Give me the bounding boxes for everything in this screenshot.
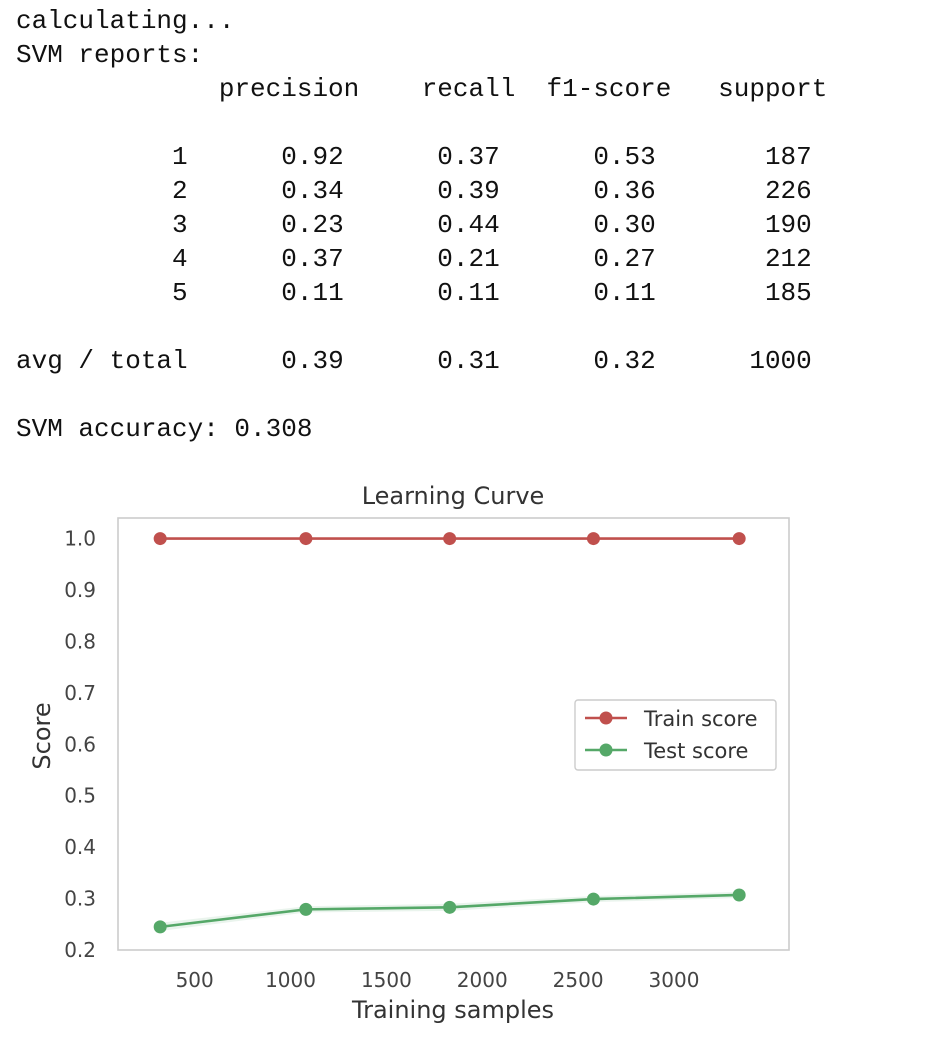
recall-cell: 0.21 xyxy=(343,244,500,274)
recall-cell: 0.39 xyxy=(343,176,500,206)
column-header: precision xyxy=(218,74,360,104)
column-header: support xyxy=(671,74,828,104)
support-cell: 185 xyxy=(655,278,812,308)
chart-title: Learning Curve xyxy=(362,482,545,510)
status-line: calculating... xyxy=(16,6,235,36)
y-tick-label: 1.0 xyxy=(64,527,96,551)
report-row: 4 0.37 0.21 0.27 212 xyxy=(16,244,812,274)
x-tick-label: 2000 xyxy=(457,968,508,992)
y-tick-label: 0.4 xyxy=(64,835,96,859)
f1-cell: 0.53 xyxy=(499,142,656,172)
data-point xyxy=(732,888,746,902)
legend: Train score Test score xyxy=(574,699,777,771)
row-label: 4 xyxy=(16,244,188,274)
accuracy-line: SVM accuracy: 0.308 xyxy=(16,414,313,444)
data-point xyxy=(299,532,313,546)
learning-curve-svg: Learning Curve 0.2 0.3 0.4 0.5 0.6 0.7 0.8 0.9 1… xyxy=(28,482,790,1024)
precision-cell: 0.92 xyxy=(187,142,344,172)
data-point xyxy=(586,532,600,546)
data-point xyxy=(443,900,457,914)
report-header-row: precision recall f1-score support xyxy=(16,74,828,104)
y-tick-label: 0.6 xyxy=(64,732,96,756)
f1-cell: 0.11 xyxy=(499,278,656,308)
x-tick-label: 2500 xyxy=(553,968,604,992)
x-tick-label: 1500 xyxy=(361,968,412,992)
support-cell: 212 xyxy=(655,244,812,274)
x-tick-label: 500 xyxy=(176,968,214,992)
support-cell: 226 xyxy=(655,176,812,206)
support-cell: 190 xyxy=(655,210,812,240)
recall-cell: 0.44 xyxy=(343,210,500,240)
report-row: 5 0.11 0.11 0.11 185 xyxy=(16,278,812,308)
legend-swatch-marker xyxy=(599,711,613,725)
precision-cell: 0.39 xyxy=(187,346,344,376)
legend-label: Test score xyxy=(643,739,748,763)
y-tick-label: 0.8 xyxy=(64,629,96,653)
report-row: 1 0.92 0.37 0.53 187 xyxy=(16,142,812,172)
data-point xyxy=(153,532,167,546)
precision-cell: 0.37 xyxy=(187,244,344,274)
f1-cell: 0.32 xyxy=(499,346,656,376)
support-cell: 187 xyxy=(655,142,812,172)
recall-cell: 0.11 xyxy=(343,278,500,308)
row-label: 5 xyxy=(16,278,188,308)
column-header: f1-score xyxy=(515,74,672,104)
x-tick-label: 3000 xyxy=(649,968,700,992)
data-point xyxy=(299,902,313,916)
learning-curve-chart: Learning Curve 0.2 0.3 0.4 0.5 0.6 0.7 0.8 0.9 1… xyxy=(0,470,944,1052)
y-axis-ticks: 0.2 0.3 0.4 0.5 0.6 0.7 0.8 0.9 1.0 xyxy=(64,527,96,962)
series-layer xyxy=(153,532,746,934)
report-row: 2 0.34 0.39 0.36 226 xyxy=(16,176,812,206)
f1-cell: 0.27 xyxy=(499,244,656,274)
x-tick-label: 1000 xyxy=(265,968,316,992)
legend-swatch-marker xyxy=(599,743,613,757)
legend-label: Train score xyxy=(643,707,758,731)
recall-cell: 0.37 xyxy=(343,142,500,172)
y-tick-label: 0.2 xyxy=(64,938,96,962)
precision-cell: 0.34 xyxy=(187,176,344,206)
support-cell: 1000 xyxy=(655,346,812,376)
precision-cell: 0.23 xyxy=(187,210,344,240)
report-total-row: avg / total 0.39 0.31 0.32 1000 xyxy=(16,346,812,376)
report-table: precision recall f1-score support 1 0.92… xyxy=(16,74,827,444)
y-axis-label: Score xyxy=(28,702,56,769)
row-label: 1 xyxy=(16,142,188,172)
precision-cell: 0.11 xyxy=(187,278,344,308)
data-point xyxy=(586,892,600,906)
y-tick-label: 0.3 xyxy=(64,887,96,911)
recall-cell: 0.31 xyxy=(343,346,500,376)
x-axis-label: Training samples xyxy=(351,996,554,1024)
row-label: 2 xyxy=(16,176,188,206)
console-output: calculating... SVM reports: precision re… xyxy=(16,4,827,446)
f1-cell: 0.30 xyxy=(499,210,656,240)
column-header: recall xyxy=(359,74,516,104)
data-point xyxy=(732,532,746,546)
x-axis-ticks: 500 1000 1500 2000 2500 3000 xyxy=(176,968,700,992)
data-point xyxy=(443,532,457,546)
y-tick-label: 0.7 xyxy=(64,681,96,705)
report-row: 3 0.23 0.44 0.30 190 xyxy=(16,210,812,240)
y-tick-label: 0.9 xyxy=(64,578,96,602)
report-heading: SVM reports: xyxy=(16,40,204,70)
y-tick-label: 0.5 xyxy=(64,784,96,808)
row-label: 3 xyxy=(16,210,188,240)
f1-cell: 0.36 xyxy=(499,176,656,206)
row-label: avg / total xyxy=(16,346,188,376)
data-point xyxy=(153,920,167,934)
